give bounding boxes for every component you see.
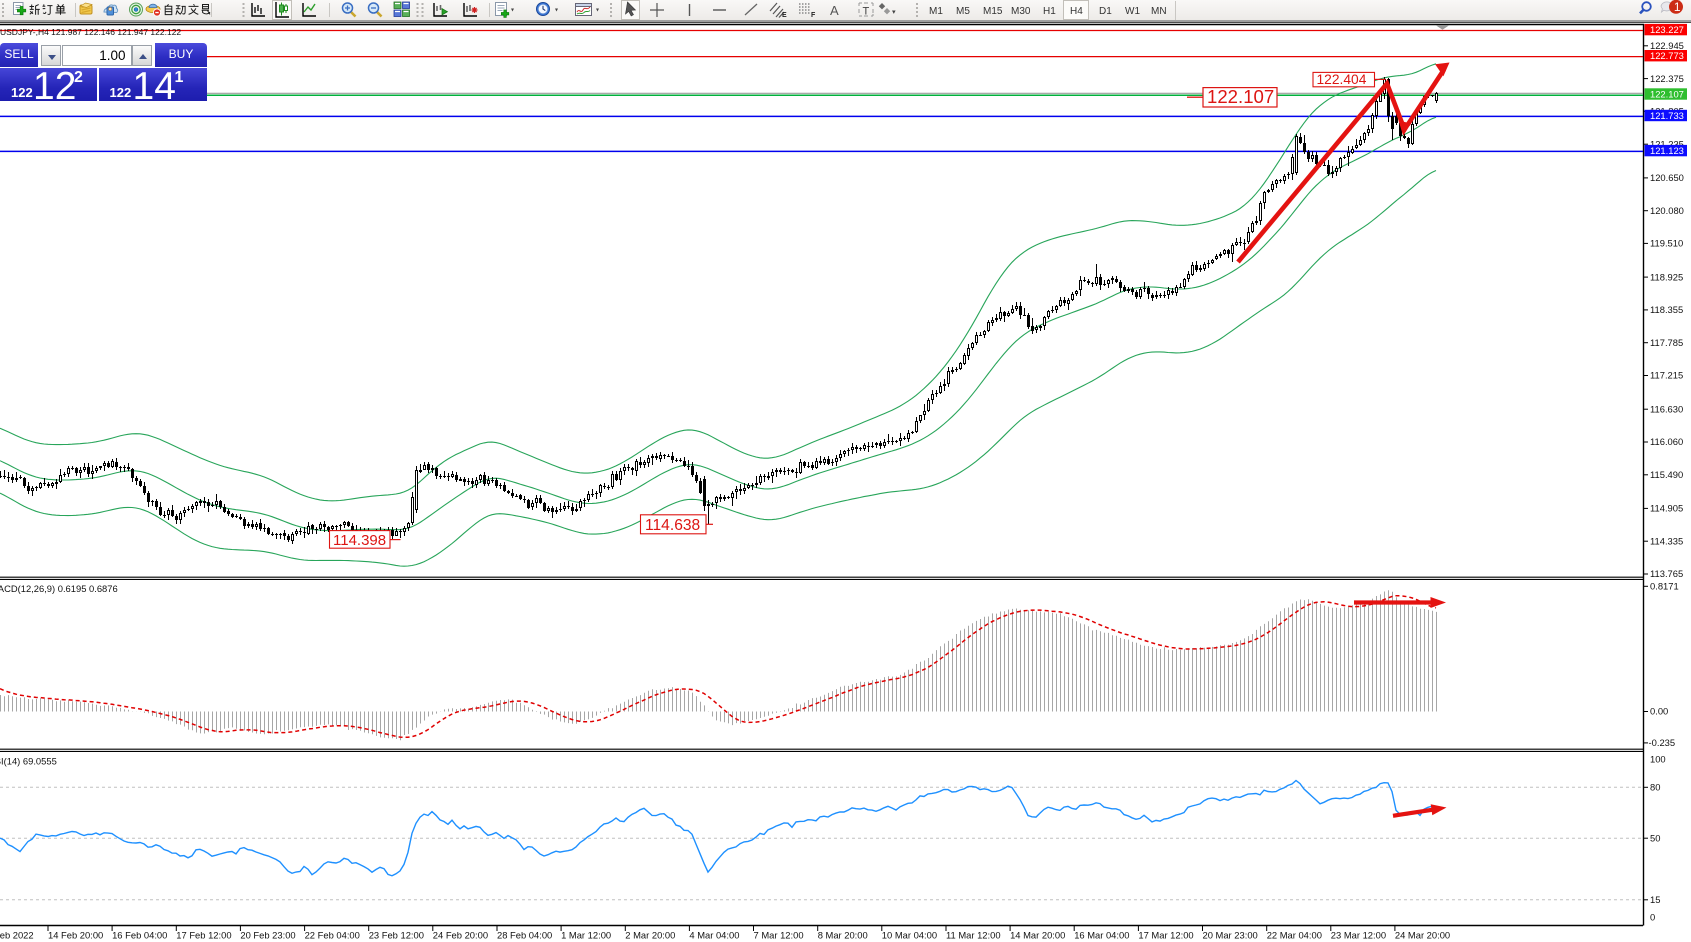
svg-text:114.398: 114.398 bbox=[333, 532, 386, 549]
svg-text:17 Feb 12:00: 17 Feb 12:00 bbox=[176, 930, 231, 941]
svg-text:122.773: 122.773 bbox=[1650, 50, 1684, 61]
svg-text:119.510: 119.510 bbox=[1650, 238, 1683, 249]
svg-text:0.00: 0.00 bbox=[1650, 706, 1668, 717]
svg-text:120.080: 120.080 bbox=[1650, 205, 1684, 216]
svg-text:15: 15 bbox=[1650, 894, 1660, 905]
svg-text:122.945: 122.945 bbox=[1650, 40, 1684, 51]
svg-text:122.375: 122.375 bbox=[1650, 73, 1684, 84]
svg-text:M30: M30 bbox=[1011, 6, 1031, 17]
svg-text:114.905: 114.905 bbox=[1650, 503, 1683, 514]
svg-text:123.227: 123.227 bbox=[1650, 24, 1684, 35]
svg-text:8 Mar 20:00: 8 Mar 20:00 bbox=[818, 930, 868, 941]
svg-text:D1: D1 bbox=[1099, 6, 1112, 17]
svg-text:113.765: 113.765 bbox=[1650, 568, 1683, 579]
svg-text:116.630: 116.630 bbox=[1650, 403, 1683, 414]
svg-text:122.404: 122.404 bbox=[1317, 72, 1367, 87]
svg-text:1 Mar 12:00: 1 Mar 12:00 bbox=[561, 930, 611, 941]
svg-text:7 Mar 12:00: 7 Mar 12:00 bbox=[754, 930, 804, 941]
svg-text:120.650: 120.650 bbox=[1650, 172, 1684, 183]
svg-text:T: T bbox=[863, 6, 870, 18]
svg-text:122.107: 122.107 bbox=[1207, 86, 1274, 107]
svg-text:10 Mar 04:00: 10 Mar 04:00 bbox=[882, 930, 937, 941]
svg-text:F: F bbox=[811, 12, 816, 19]
svg-text:23 Feb 12:00: 23 Feb 12:00 bbox=[369, 930, 424, 941]
svg-text:E: E bbox=[782, 12, 787, 19]
svg-text:USDJPY-,H4 121.987 122.146 12: USDJPY-,H4 121.987 122.146 121.947 122.1… bbox=[0, 27, 181, 37]
svg-text:17 Mar 12:00: 17 Mar 12:00 bbox=[1138, 930, 1193, 941]
svg-text:24 Mar 20:00: 24 Mar 20:00 bbox=[1395, 930, 1450, 941]
svg-text:24 Feb 20:00: 24 Feb 20:00 bbox=[433, 930, 488, 941]
svg-text:W1: W1 bbox=[1125, 6, 1140, 17]
svg-text:121.733: 121.733 bbox=[1650, 110, 1684, 121]
svg-text:22 Feb 04:00: 22 Feb 04:00 bbox=[305, 930, 360, 941]
svg-text:0: 0 bbox=[1650, 912, 1655, 923]
svg-text:M5: M5 bbox=[956, 6, 970, 17]
svg-text:14 Mar 20:00: 14 Mar 20:00 bbox=[1010, 930, 1065, 941]
svg-text:A: A bbox=[830, 3, 839, 18]
svg-text:118.355: 118.355 bbox=[1650, 304, 1683, 315]
svg-text:121.235: 121.235 bbox=[1650, 138, 1684, 149]
svg-text:14 Feb 20:00: 14 Feb 20:00 bbox=[48, 930, 103, 941]
svg-text:MN: MN bbox=[1151, 6, 1167, 17]
svg-text:Feb 2022: Feb 2022 bbox=[0, 930, 34, 941]
svg-text:1: 1 bbox=[1674, 0, 1681, 14]
svg-text:122.107: 122.107 bbox=[1650, 88, 1684, 99]
svg-text:16 Feb 04:00: 16 Feb 04:00 bbox=[112, 930, 167, 941]
svg-text:114.335: 114.335 bbox=[1650, 535, 1683, 546]
svg-text:0.8171: 0.8171 bbox=[1650, 581, 1679, 592]
svg-text:118.925: 118.925 bbox=[1650, 271, 1683, 282]
svg-text:116.060: 116.060 bbox=[1650, 436, 1683, 447]
svg-text:80: 80 bbox=[1650, 782, 1660, 793]
svg-text:28 Feb 04:00: 28 Feb 04:00 bbox=[497, 930, 552, 941]
svg-text:117.215: 117.215 bbox=[1650, 370, 1683, 381]
svg-text:M1: M1 bbox=[929, 6, 943, 17]
svg-text:20 Mar 23:00: 20 Mar 23:00 bbox=[1203, 930, 1258, 941]
svg-text:4 Mar 04:00: 4 Mar 04:00 bbox=[689, 930, 739, 941]
svg-text:-0.235: -0.235 bbox=[1649, 737, 1676, 748]
svg-text:22 Mar 04:00: 22 Mar 04:00 bbox=[1267, 930, 1322, 941]
svg-text:114.638: 114.638 bbox=[645, 517, 700, 534]
svg-text:20 Feb 23:00: 20 Feb 23:00 bbox=[240, 930, 295, 941]
svg-text:23 Mar 12:00: 23 Mar 12:00 bbox=[1331, 930, 1386, 941]
svg-text:50: 50 bbox=[1650, 832, 1660, 843]
svg-text:16 Mar 04:00: 16 Mar 04:00 bbox=[1074, 930, 1129, 941]
svg-text:100: 100 bbox=[1650, 753, 1666, 764]
svg-text:2 Mar 20:00: 2 Mar 20:00 bbox=[625, 930, 675, 941]
svg-text:RSI(14) 69.0555: RSI(14) 69.0555 bbox=[0, 756, 57, 767]
svg-text:117.785: 117.785 bbox=[1650, 337, 1683, 348]
svg-text:H4: H4 bbox=[1070, 6, 1083, 17]
svg-text:MACD(12,26,9) 0.6195 0.6876: MACD(12,26,9) 0.6195 0.6876 bbox=[0, 583, 118, 594]
svg-text:H1: H1 bbox=[1043, 6, 1056, 17]
svg-text:115.490: 115.490 bbox=[1650, 469, 1683, 480]
svg-text:11 Mar 12:00: 11 Mar 12:00 bbox=[946, 930, 1001, 941]
svg-text:M15: M15 bbox=[983, 6, 1003, 17]
svg-text:121.123: 121.123 bbox=[1650, 145, 1684, 156]
